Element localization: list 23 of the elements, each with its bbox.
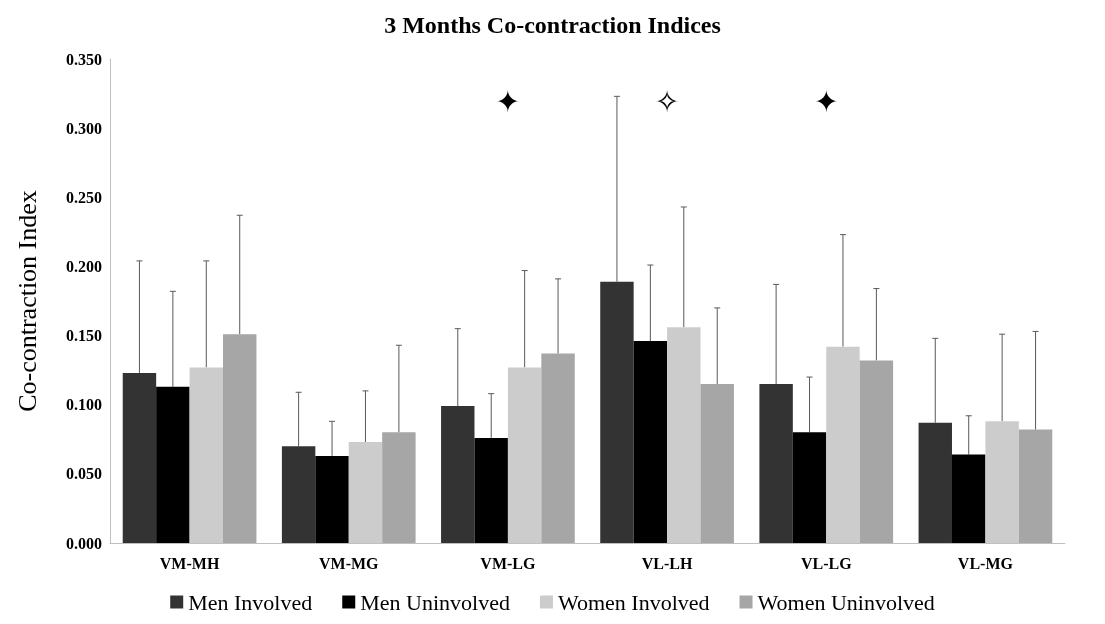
annotation: ✦ (813, 83, 839, 119)
y-tick-label: 0.200 (66, 257, 102, 275)
y-tick-label: 0.000 (66, 534, 102, 552)
legend-label: Men Uninvolved (360, 589, 510, 615)
y-tick-label: 0.350 (66, 50, 102, 68)
x-tick-label: VL-MG (957, 554, 1014, 572)
y-axis-title: Co-contraction Index (12, 190, 42, 412)
x-tick-label: VL-LH (641, 554, 693, 572)
legend-label: Women Involved (557, 589, 710, 615)
chart-title: 3 Months Co-contraction Indices (384, 12, 721, 38)
y-tick-label: 0.250 (66, 188, 102, 206)
legend-label: Women Uninvolved (757, 589, 935, 615)
x-tick-label: VM-MG (318, 554, 380, 572)
y-tick-label: 0.150 (66, 327, 102, 345)
y-tick-label: 0.100 (66, 396, 102, 414)
legend-label: Men Involved (188, 589, 313, 615)
x-tick-label: VM-MH (159, 554, 220, 572)
x-tick-label: VL-LG (800, 554, 853, 572)
annotation: ✦ (495, 83, 521, 119)
x-tick-label: VM-LG (480, 554, 537, 572)
annotation: ✧ (654, 83, 680, 119)
y-tick-label: 0.050 (66, 465, 102, 483)
y-tick-label: 0.300 (66, 119, 102, 137)
